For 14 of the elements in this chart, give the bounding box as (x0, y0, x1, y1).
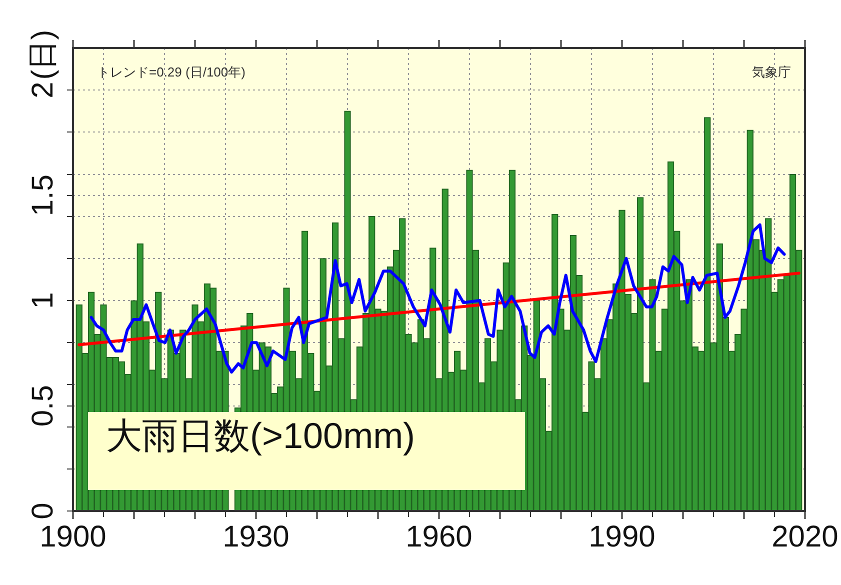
x-tick-label: 1990 (588, 520, 656, 554)
y-tick-label: 1 (26, 292, 60, 309)
annotation: 気象庁 (752, 64, 791, 80)
x-tick-label: 1900 (40, 520, 106, 554)
annotation: トレンド=0.29 (日/100年) (97, 64, 246, 80)
y-tick-label: 0.5 (26, 384, 60, 427)
y-tick-label: 1.5 (26, 174, 60, 216)
x-tick-label: 1960 (406, 520, 472, 554)
y-tick-label: 0 (26, 502, 60, 520)
caption-box: 大雨日数(>100mm) (88, 412, 525, 490)
x-tick-label: 1930 (222, 520, 290, 554)
y-tick-label: 2 (26, 82, 60, 98)
x-tick-label: 2020 (772, 520, 838, 554)
y-axis-title: (日) (26, 30, 60, 80)
